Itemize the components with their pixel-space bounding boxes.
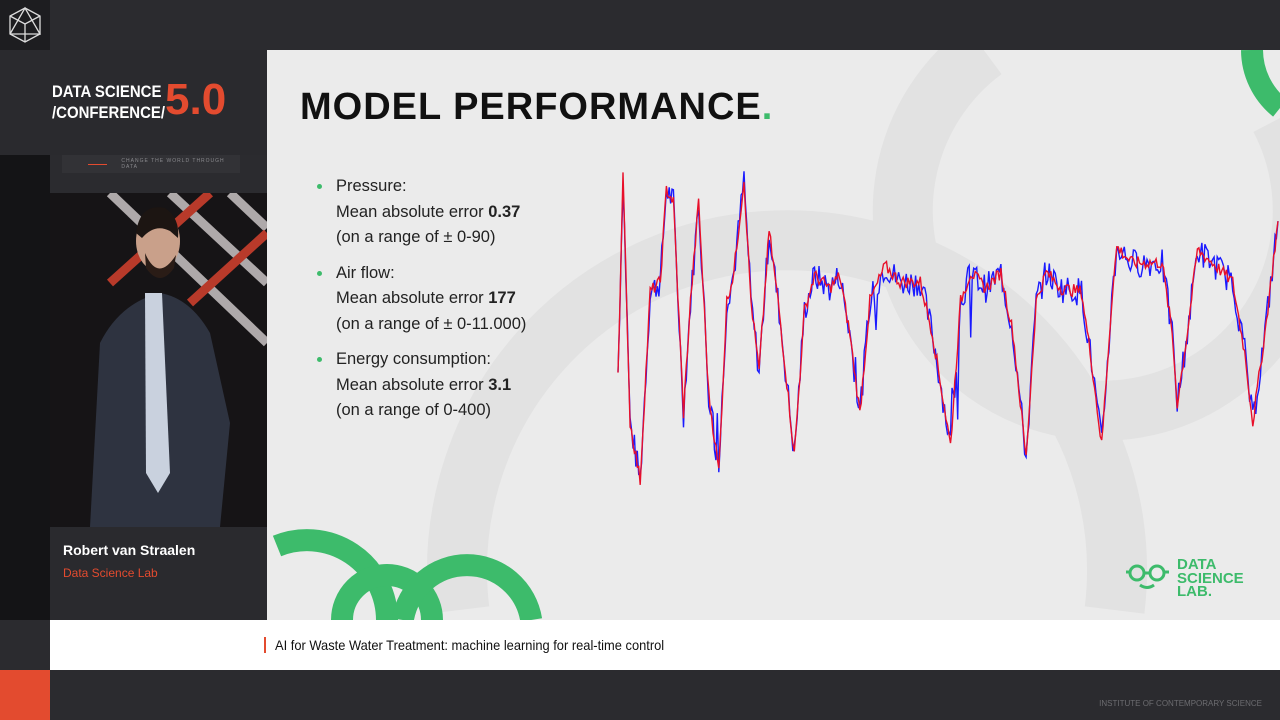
speaker-org: Data Science Lab [63,566,158,580]
footer-institute: INSTITUTE OF CONTEMPORARY SCIENCE [1099,699,1262,708]
orange-block [0,670,50,720]
series-predicted-line [617,172,1279,485]
bullet-value: 3.1 [488,375,512,394]
speaker-video [50,193,267,527]
slide-title-text: MODEL PERFORMANCE [300,86,762,128]
bullet-value: 177 [488,289,516,307]
bullet-energy: Energy consumption: Mean absolute error 3… [317,347,526,424]
brand-version: 5.0 [165,75,227,124]
bullet-range: (on a range of 0-400) [336,401,492,419]
tagline-text: CHANGE THE WORLD THROUGH DATA [121,158,225,170]
bullet-metric: Mean absolute error [336,375,489,394]
speaker-name: Robert van Straalen [63,542,196,558]
lower-third-accent [264,637,266,653]
lower-third: AI for Waste Water Treatment: machine le… [50,620,1280,670]
title-dot: . [761,86,774,128]
glasses-smile-icon [1126,564,1169,590]
left-strip [0,155,50,620]
bullet-label: Air flow: [336,263,395,282]
bullet-pressure: Pressure: Mean absolute error 0.37 (on a r… [317,174,526,251]
tagline: CHANGE THE WORLD THROUGH DATA [62,155,240,173]
bullet-label: Pressure: [336,177,407,195]
brand-line1: DATA SCIENCE [52,82,162,101]
slide-background-arcs [272,50,1280,620]
bullet-range: (on a range of ± 0-11.000) [336,314,527,333]
bullet-metric: Mean absolute error [336,202,489,221]
data-science-lab-logo: DATA SCIENCE LAB. [1125,556,1244,600]
brand-line2: /CONFERENCE/ [52,103,166,122]
logo-line3: LAB. [1177,583,1212,600]
bullet-metric: Mean absolute error [336,289,489,307]
polyhedron-icon [9,6,42,43]
prediction-chart [617,171,1279,485]
speaker-name-card: Robert van Straalen Data Science Lab [50,527,267,620]
conference-branding: DATA SCIENCE/CONFERENCE/ 5.0 [0,50,267,155]
channel-logo [0,0,50,50]
talk-title: AI for Waste Water Treatment: machine le… [275,637,665,653]
presentation-slide: MODEL PERFORMANCE. Pressure: Mean absolut… [267,50,1280,620]
bullet-value: 0.37 [488,202,521,221]
metrics-list: Pressure: Mean absolute error 0.37 (on a r… [317,174,526,434]
bullet-range: (on a range of ± 0-90) [336,228,496,246]
top-bar [0,0,1280,50]
slide-title: MODEL PERFORMANCE. [300,86,773,129]
logo-line2: SCIENCE [1177,569,1244,587]
bullet-air-flow: Air flow: Mean absolute error 177 (on a ra… [317,261,526,338]
bullet-label: Energy consumption: [336,350,492,368]
logo-line1: DATA [1177,556,1217,573]
